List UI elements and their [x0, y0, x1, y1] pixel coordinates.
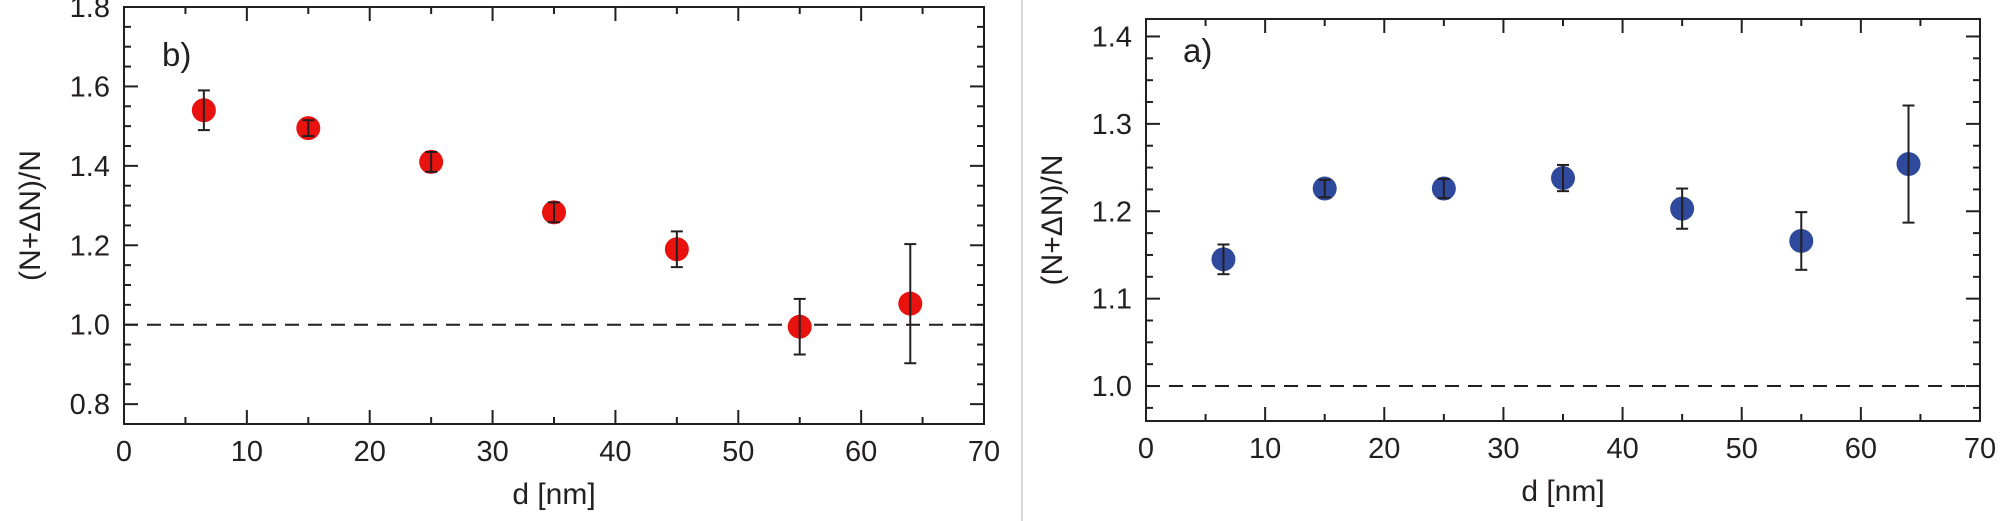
x-tick-label: 60	[1845, 433, 1877, 465]
x-tick-label: 0	[116, 436, 132, 468]
y-tick-label: 1.2	[70, 230, 110, 262]
x-tick-label: 70	[968, 436, 1000, 468]
x-axis-title: d [nm]	[1521, 475, 1604, 508]
y-axis-title: (N+ΔN)/N	[14, 150, 47, 281]
x-tick-label: 50	[722, 436, 754, 468]
y-axis-title: (N+ΔN)/N	[1036, 155, 1069, 286]
y-tick-label: 1.1	[1092, 284, 1132, 316]
y-tick-label: 1.0	[1092, 371, 1132, 403]
x-tick-label: 40	[1606, 433, 1638, 465]
x-tick-label: 40	[599, 436, 631, 468]
y-tick-label: 1.0	[70, 310, 110, 342]
x-tick-label: 10	[1249, 433, 1281, 465]
panel-label: b)	[162, 36, 191, 73]
y-tick-label: 1.8	[70, 0, 110, 24]
y-tick-label: 0.8	[70, 389, 110, 421]
chart-panel-a: 0 10 20 30 40 50 60 70 1.0 1.1 1.2 1.3 1.4 d [nm] (N+Δ…	[1036, 18, 1996, 508]
y-tick-label: 1.2	[1092, 196, 1132, 228]
x-tick-label: 0	[1138, 433, 1154, 465]
chart-panel-b: 0 10 20 30 40 50 60 70 0.8 1.0 1.2 1.4 1.6 1.8 d [nm] (…	[14, 0, 1000, 511]
plot-frame	[1145, 18, 1981, 422]
x-tick-label: 10	[231, 436, 263, 468]
x-tick-label: 30	[1487, 433, 1519, 465]
x-tick-label: 30	[476, 436, 508, 468]
x-axis-title: d [nm]	[512, 478, 595, 511]
y-tick-label: 1.4	[1092, 21, 1132, 53]
x-tick-label: 70	[1964, 433, 1996, 465]
y-tick-label: 1.6	[70, 71, 110, 103]
y-tick-label: 1.4	[70, 151, 110, 183]
x-tick-label: 20	[1368, 433, 1400, 465]
panel-label: a)	[1183, 32, 1212, 69]
y-tick-label: 1.3	[1092, 109, 1132, 141]
x-tick-label: 50	[1726, 433, 1758, 465]
x-tick-label: 20	[354, 436, 386, 468]
x-tick-label: 60	[845, 436, 877, 468]
